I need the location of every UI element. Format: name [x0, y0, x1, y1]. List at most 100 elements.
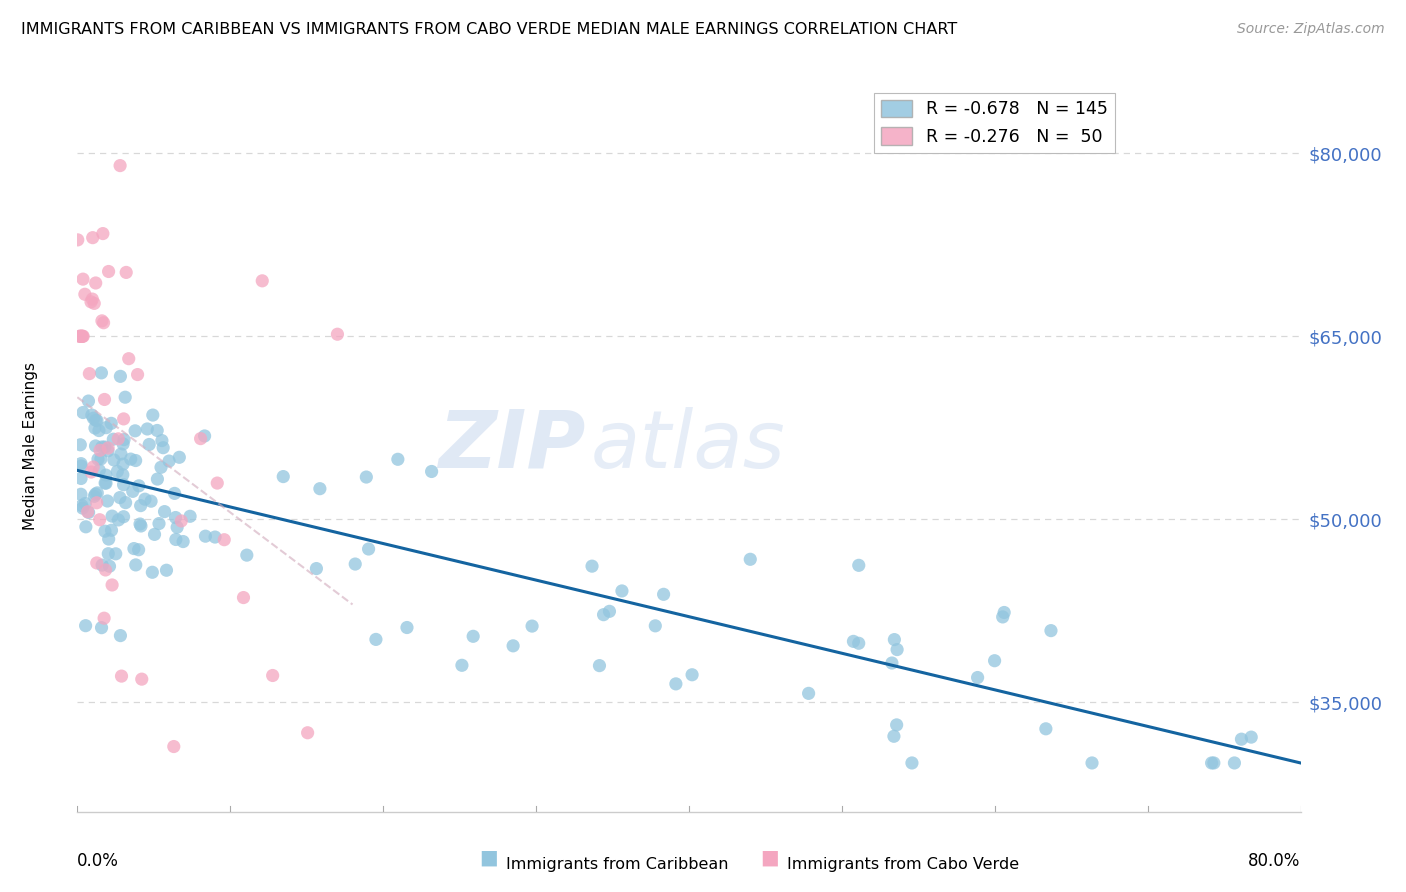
Point [79, 367, 101, 381]
Point [86, 556, 108, 570]
Point [89, 443, 111, 458]
Point [236, 548, 259, 562]
Point [170, 514, 193, 528]
Point [120, 452, 142, 467]
Point [652, 587, 675, 601]
Point [520, 619, 543, 633]
Point [262, 668, 284, 682]
Point [70, 329, 93, 343]
Point [86, 496, 108, 510]
Point [152, 441, 174, 455]
Point [83, 296, 105, 310]
Point [134, 492, 156, 507]
Point [644, 619, 666, 633]
Point [112, 477, 135, 491]
Point [166, 520, 188, 534]
Point [357, 541, 380, 556]
Point [172, 534, 194, 549]
Point [842, 634, 865, 648]
Point [592, 607, 614, 622]
Point [665, 677, 688, 691]
Point [77, 505, 100, 519]
Point [89, 463, 111, 477]
Point [89, 513, 111, 527]
Point [165, 533, 187, 547]
Point [848, 636, 870, 650]
Point [1081, 756, 1104, 770]
Point [153, 505, 176, 519]
Point [70, 329, 93, 343]
Point [90, 621, 112, 635]
Point [146, 424, 169, 438]
Point [148, 516, 170, 531]
Point [94, 476, 117, 491]
Point [163, 739, 186, 754]
Point [252, 274, 274, 288]
Point [70, 499, 93, 513]
Point [75, 520, 97, 534]
Point [94, 440, 117, 454]
Point [93, 392, 115, 407]
Point [80, 465, 103, 479]
Point [87, 424, 110, 438]
Point [115, 265, 138, 279]
Point [848, 558, 870, 573]
Point [232, 591, 254, 605]
Point [82, 292, 104, 306]
Point [103, 453, 125, 467]
Point [112, 457, 135, 471]
Point [204, 530, 226, 544]
Point [1202, 756, 1225, 770]
Point [98, 559, 121, 574]
Point [125, 558, 148, 572]
Point [105, 465, 128, 479]
Point [91, 227, 114, 241]
Point [991, 610, 1014, 624]
Point [82, 230, 104, 244]
Point [100, 523, 122, 537]
Point [97, 441, 120, 455]
Point [305, 561, 328, 575]
Point [80, 294, 103, 309]
Point [70, 458, 93, 473]
Point [100, 417, 122, 431]
Point [155, 563, 177, 577]
Point [344, 557, 367, 571]
Text: IMMIGRANTS FROM CARIBBEAN VS IMMIGRANTS FROM CABO VERDE MEDIAN MALE EARNINGS COR: IMMIGRANTS FROM CARIBBEAN VS IMMIGRANTS … [21, 22, 957, 37]
Point [70, 457, 93, 471]
Point [142, 408, 165, 422]
Point [112, 437, 135, 451]
Point [101, 578, 124, 592]
Point [84, 421, 107, 435]
Point [91, 314, 114, 328]
Text: ZIP: ZIP [437, 407, 585, 485]
Point [118, 351, 141, 366]
Point [395, 620, 418, 634]
Point [77, 394, 100, 409]
Point [75, 496, 97, 510]
Point [150, 460, 173, 475]
Text: Immigrants from Cabo Verde: Immigrants from Cabo Verde [787, 857, 1019, 872]
Point [96, 494, 118, 508]
Point [70, 329, 93, 343]
Point [104, 547, 127, 561]
Point [1201, 756, 1223, 770]
Point [91, 440, 114, 454]
Point [72, 329, 94, 343]
Point [451, 658, 474, 673]
Point [993, 606, 1015, 620]
Point [87, 452, 110, 467]
Point [94, 475, 117, 490]
Point [91, 558, 114, 573]
Point [96, 420, 118, 434]
Text: atlas: atlas [591, 407, 786, 485]
Text: ▪: ▪ [478, 843, 499, 872]
Point [124, 424, 146, 438]
Point [93, 316, 115, 330]
Point [138, 437, 160, 451]
Point [84, 413, 107, 427]
Point [84, 439, 107, 453]
Point [103, 432, 125, 446]
Point [901, 756, 924, 770]
Point [610, 584, 633, 599]
